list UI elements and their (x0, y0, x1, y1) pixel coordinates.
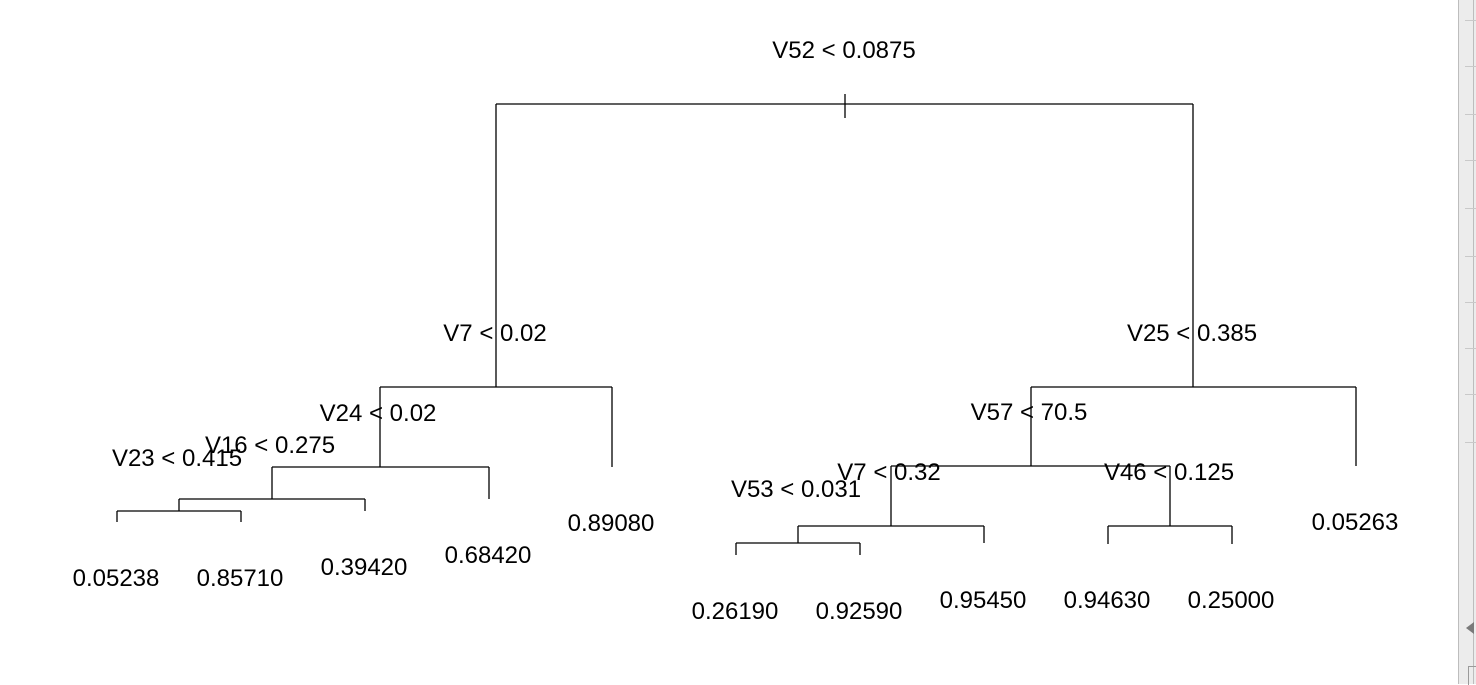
strip-tick (1465, 114, 1476, 115)
split-label-v25: V25 < 0.385 (1126, 320, 1258, 347)
split-label-v53: V53 < 0.031 (730, 476, 862, 503)
strip-tick (1465, 394, 1476, 395)
leaf-value: 0.95450 (939, 587, 1027, 614)
leaf-value: 0.89080 (567, 510, 655, 537)
split-label-v7b: V7 < 0.32 (837, 459, 941, 486)
leaf-value: 0.05238 (72, 565, 160, 592)
strip-tick (1465, 348, 1476, 349)
strip-divider (1473, 0, 1474, 684)
split-label-v24: V24 < 0.02 (319, 400, 437, 427)
split-label-v46: V46 < 0.125 (1103, 459, 1235, 486)
split-label-v57: V57 < 70.5 (970, 399, 1088, 426)
strip-tick (1465, 256, 1476, 257)
strip-tick (1465, 160, 1476, 161)
leaf-value: 0.26190 (691, 598, 779, 625)
leaf-value: 0.68420 (444, 542, 532, 569)
leaf-value: 0.85710 (196, 565, 284, 592)
split-label-v7a: V7 < 0.02 (443, 320, 547, 347)
resize-corner-icon[interactable] (1468, 666, 1476, 685)
strip-tick (1465, 208, 1476, 209)
split-label-v52: V52 < 0.0875 (772, 37, 916, 64)
strip-tick (1465, 302, 1476, 303)
strip-tick (1465, 66, 1476, 67)
leaf-value: 0.92590 (815, 598, 903, 625)
strip-tick (1465, 442, 1476, 443)
split-label-v16: V16 < 0.275 (204, 432, 336, 459)
leaf-value: 0.39420 (320, 554, 408, 581)
leaf-value: 0.94630 (1063, 587, 1151, 614)
split-label-v23: V23 < 0.415 (111, 445, 243, 472)
leaf-value: 0.25000 (1187, 587, 1275, 614)
collapse-arrow-icon[interactable] (1466, 622, 1474, 634)
strip-tick (1465, 20, 1476, 21)
leaf-value: 0.05263 (1311, 509, 1399, 536)
side-panel-strip (1458, 0, 1476, 684)
